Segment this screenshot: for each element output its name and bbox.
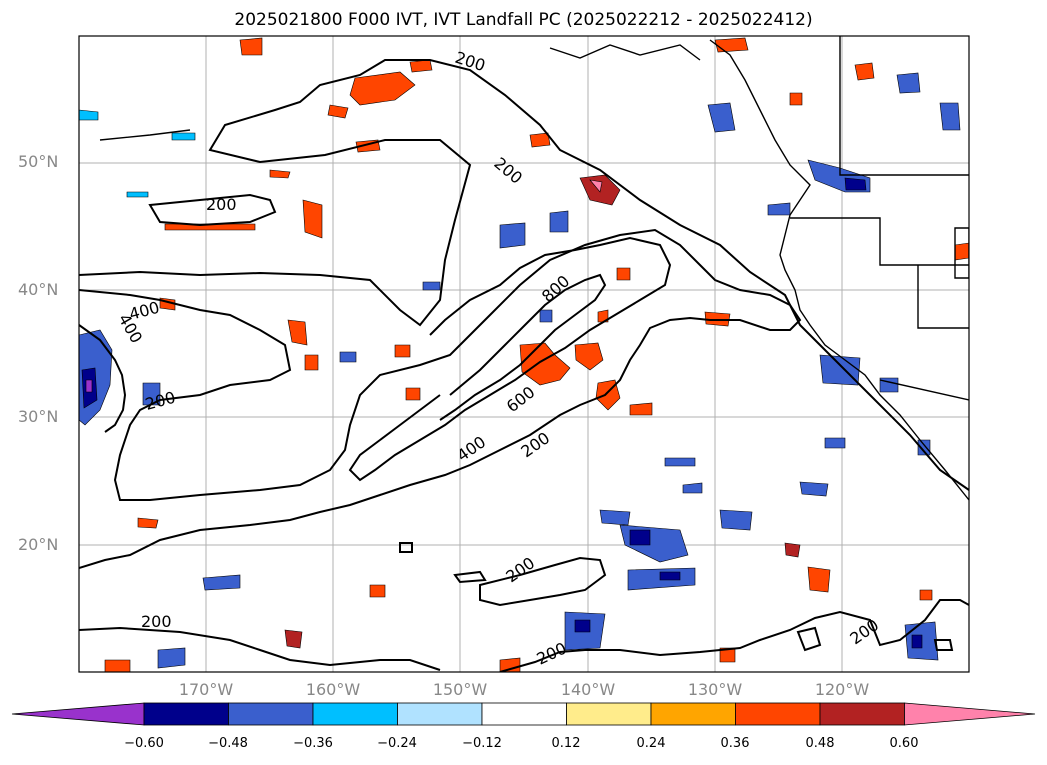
colorbar-tick: 0.36 — [720, 736, 750, 751]
colorbar — [11, 702, 1036, 726]
contour-label: 800 — [538, 271, 573, 306]
colorbar-tick: −0.12 — [462, 736, 502, 751]
contour-label: 600 — [503, 382, 539, 416]
colorbar-bin — [481, 702, 567, 726]
colorbar-bin — [397, 702, 483, 726]
lon-label: 150°W — [432, 680, 488, 699]
lon-label: 120°W — [814, 680, 870, 699]
colorbar-extend-min — [11, 702, 145, 726]
lat-label: 30°N — [18, 407, 59, 426]
contour-label: 400 — [453, 432, 489, 465]
lat-label: 20°N — [18, 535, 59, 554]
contour-label: 200 — [846, 615, 882, 648]
contour-labels: 200 200 200 400 400 200 800 600 400 200 … — [115, 48, 883, 669]
colorbar-bin — [566, 702, 652, 726]
colorbar-bin — [312, 702, 398, 726]
lon-label: 140°W — [560, 680, 616, 699]
colorbar-tick: 0.48 — [805, 736, 835, 751]
lat-label: 50°N — [18, 152, 59, 171]
lon-label: 170°W — [178, 680, 234, 699]
colorbar-tick: 0.12 — [551, 736, 581, 751]
colorbar-tick: −0.60 — [124, 736, 164, 751]
colorbar-bin — [143, 702, 229, 726]
contour-label: 200 — [517, 428, 553, 461]
contour-label: 200 — [453, 48, 488, 76]
contour-label: 200 — [490, 154, 526, 188]
negative-pc-patches — [79, 72, 961, 669]
ivt-contours — [79, 59, 969, 672]
contour-label: 200 — [206, 195, 237, 214]
colorbar-tick: −0.48 — [208, 736, 248, 751]
coastline — [99, 36, 969, 501]
colorbar-bin — [650, 702, 736, 726]
positive-pc-patches — [104, 37, 969, 672]
colorbar-tick: 0.24 — [636, 736, 666, 751]
contour-label: 200 — [534, 638, 570, 668]
lat-label: 40°N — [18, 280, 59, 299]
colorbar-bin — [228, 702, 314, 726]
colorbar-tick: −0.24 — [377, 736, 417, 751]
colorbar-bin — [735, 702, 821, 726]
colorbar-extend-max — [904, 702, 1036, 726]
map-frame — [78, 35, 970, 673]
colorbar-bin — [819, 702, 905, 726]
contour-label: 200 — [141, 612, 172, 631]
lon-label: 160°W — [305, 680, 361, 699]
colorbar-tick: 0.60 — [889, 736, 919, 751]
contour-label: 200 — [502, 553, 538, 586]
lon-label: 130°W — [687, 680, 743, 699]
map-title: 2025021800 F000 IVT, IVT Landfall PC (20… — [234, 10, 813, 30]
colorbar-tick: −0.36 — [293, 736, 333, 751]
gridlines — [79, 36, 969, 672]
